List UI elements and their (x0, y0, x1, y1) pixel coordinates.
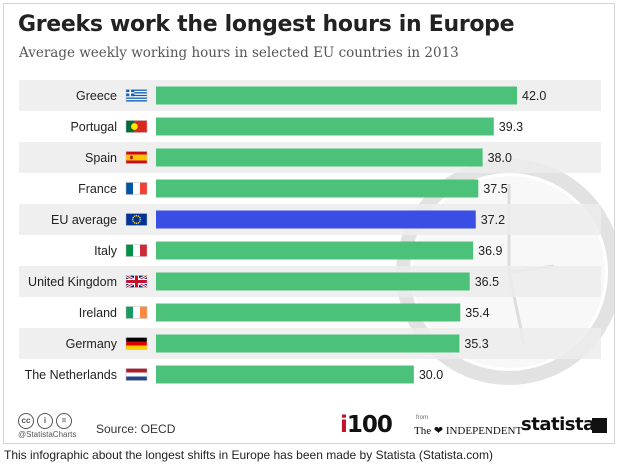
value-label: 37.5 (483, 182, 507, 196)
category-label: Ireland (79, 306, 117, 320)
bar (156, 86, 517, 105)
i100-logo-i: i (340, 412, 348, 438)
bar (156, 179, 479, 198)
germany-flag-icon (125, 337, 148, 350)
category-label: Italy (94, 244, 118, 258)
value-label: 42.0 (522, 89, 546, 103)
independent-logo: The ❤ INDEPENDENT (414, 425, 523, 437)
value-label: 30.0 (419, 368, 443, 382)
bar (156, 365, 414, 384)
portugal-flag-icon (125, 120, 148, 133)
value-label: 36.5 (475, 275, 499, 289)
eu-flag-icon (125, 213, 148, 226)
i100-logo-number: 100 (346, 412, 393, 438)
bar (156, 117, 494, 136)
category-label: The Netherlands (25, 368, 117, 382)
value-label: 39.3 (499, 120, 523, 134)
infographic-card: Greeks work the longest hours in Europe … (3, 3, 615, 444)
bar (156, 272, 470, 291)
greece-flag-icon (125, 89, 148, 102)
category-label: EU average (51, 213, 117, 227)
from-label: from (416, 415, 428, 421)
bar-highlight (156, 210, 476, 229)
ireland-flag-icon (125, 306, 148, 319)
value-label: 38.0 (488, 151, 512, 165)
bar (156, 303, 461, 322)
attribution-icon: i (37, 413, 53, 429)
cc-license-icon: cc (18, 413, 34, 429)
netherlands-flag-icon (125, 368, 148, 381)
bar (156, 241, 474, 260)
statista-logo[interactable]: statista (521, 414, 595, 435)
united-kingdom-flag-icon (125, 274, 148, 289)
statista-mark-icon (592, 418, 607, 433)
value-label: 35.4 (465, 306, 489, 320)
bar (156, 148, 483, 167)
italy-flag-icon (125, 244, 148, 257)
footer: cc i = @StatistaCharts Source: OECD i100… (4, 405, 614, 443)
category-label: France (78, 182, 117, 196)
category-label: Spain (85, 151, 117, 165)
i100-logo: i100 (340, 412, 393, 438)
image-caption: This infographic about the longest shift… (4, 448, 493, 462)
source-note: Source: OECD (96, 422, 176, 436)
chart-subtitle: Average weekly working hours in selected… (19, 45, 459, 61)
france-flag-icon (125, 182, 148, 195)
value-label: 37.2 (481, 213, 505, 227)
spain-flag-icon (125, 151, 148, 164)
twitter-handle[interactable]: @StatistaCharts (18, 430, 77, 439)
chart-title: Greeks work the longest hours in Europe (18, 12, 515, 37)
bar (156, 334, 460, 353)
no-derivatives-icon: = (56, 413, 72, 429)
value-label: 35.3 (464, 337, 488, 351)
category-label: Portugal (70, 120, 117, 134)
category-label: United Kingdom (28, 275, 117, 289)
value-label: 36.9 (478, 244, 502, 258)
category-label: Germany (66, 337, 118, 351)
bar-chart: Greece 42.0 Portugal 39.3 Spain 38.0 France 37.… (19, 80, 614, 385)
category-label: Greece (76, 89, 117, 103)
